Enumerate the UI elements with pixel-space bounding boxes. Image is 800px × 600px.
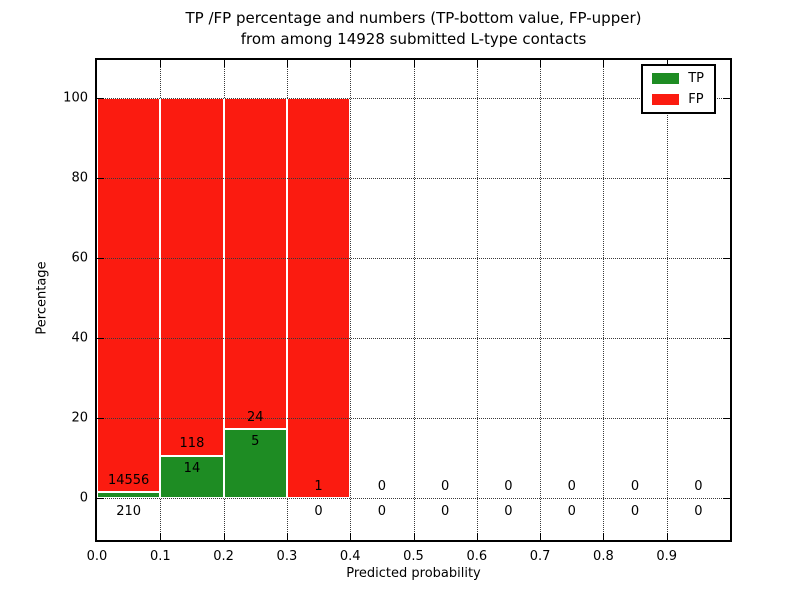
plot-area: TP FP 14556 210 118 14 24 5 1 0 0 0 0 0 0 0 0 0 0 0 0 0 0.0 0.… <box>63 58 732 564</box>
horizontal-gridline <box>97 338 730 339</box>
fp-count-label: 24 <box>246 409 264 425</box>
bar-fp-segment <box>286 98 351 498</box>
x-tick-label: 0.8 <box>593 549 614 564</box>
fp-count-label: 118 <box>179 436 205 452</box>
legend-row: TP <box>652 72 704 85</box>
vertical-gridline <box>666 60 668 540</box>
chart-title-line1: TP /FP percentage and numbers (TP-bottom… <box>185 9 642 27</box>
fp-count-label: 1 <box>314 478 323 494</box>
y-axis-label: Percentage <box>34 261 50 335</box>
x-tick-mark-top <box>413 60 415 67</box>
y-tick-mark-right <box>723 418 730 419</box>
x-tick-mark-top <box>223 60 225 67</box>
vertical-gridline <box>413 60 415 540</box>
x-tick-label: 0.4 <box>339 549 361 564</box>
tp-count-label: 0 <box>694 504 703 520</box>
vertical-gridline <box>476 60 478 540</box>
fp-count-label: 0 <box>567 478 576 494</box>
bar-tp-segment <box>223 429 287 498</box>
y-tick-mark-left <box>97 498 104 499</box>
y-tick-mark-right <box>723 338 730 339</box>
tp-count-label: 0 <box>441 504 450 520</box>
y-tick-mark-right <box>723 258 730 259</box>
y-tick-mark-left <box>97 258 104 259</box>
x-axis-label: Predicted probability <box>346 566 481 581</box>
legend-label: TP <box>688 71 704 86</box>
tp-count-label: 0 <box>630 504 640 520</box>
chart-title-line2: from among 14928 submitted L-type contac… <box>240 30 587 48</box>
legend-row: FP <box>652 93 704 106</box>
x-tick-label: 0.0 <box>86 549 108 564</box>
y-tick-mark-right <box>723 178 730 179</box>
x-tick-mark-bottom <box>223 533 225 540</box>
vertical-gridline <box>350 60 352 540</box>
x-tick-mark-top <box>160 60 162 67</box>
y-tick-label: 100 <box>63 90 88 106</box>
horizontal-gridline <box>97 498 730 499</box>
x-tick-mark-top <box>286 60 288 67</box>
y-tick-label: 80 <box>71 170 88 186</box>
fp-count-label: 0 <box>630 478 640 494</box>
x-tick-mark-top <box>350 60 352 67</box>
x-tick-label: 0.9 <box>656 549 678 564</box>
x-tick-mark-bottom <box>603 533 605 540</box>
bar-tp-segment <box>160 455 224 498</box>
horizontal-gridline <box>97 178 730 179</box>
legend-swatch-tp <box>652 73 680 84</box>
bar-tp-segment <box>97 492 161 498</box>
fp-count-label: 0 <box>441 478 450 494</box>
chart-title: TP /FP percentage and numbers (TP-bottom… <box>97 8 730 50</box>
x-tick-label: 0.1 <box>149 549 171 564</box>
legend-label: FP <box>688 92 704 107</box>
tp-count-label: 0 <box>314 504 323 520</box>
vertical-gridline <box>603 60 605 540</box>
x-tick-mark-bottom <box>666 533 668 540</box>
horizontal-gridline <box>97 258 730 259</box>
x-tick-mark-top <box>476 60 478 67</box>
legend: TP FP <box>641 64 716 114</box>
y-tick-mark-left <box>97 418 104 419</box>
horizontal-gridline <box>97 418 730 419</box>
tp-count-label: 0 <box>504 504 513 520</box>
x-tick-mark-bottom <box>540 533 542 540</box>
legend-swatch-fp <box>652 94 680 105</box>
x-tick-label: 0.5 <box>403 549 424 564</box>
bar-fp-segment <box>223 98 287 430</box>
vertical-gridline <box>540 60 542 540</box>
x-tick-label: 0.3 <box>276 549 298 564</box>
tp-count-label: 14 <box>183 460 201 476</box>
x-tick-mark-bottom <box>350 533 352 540</box>
x-tick-mark-bottom <box>413 533 415 540</box>
tp-count-label: 210 <box>116 504 142 520</box>
x-tick-mark-bottom <box>286 533 288 540</box>
y-tick-mark-left <box>97 98 104 99</box>
x-tick-label: 0.6 <box>466 549 488 564</box>
y-tick-label: 20 <box>71 410 88 426</box>
x-tick-mark-top <box>540 60 542 67</box>
x-tick-label: 0.2 <box>213 549 234 564</box>
x-tick-label: 0.7 <box>529 549 551 564</box>
bar-fp-segment <box>160 98 224 456</box>
y-tick-label: 0 <box>79 490 88 506</box>
y-tick-mark-left <box>97 178 104 179</box>
y-tick-mark-left <box>97 338 104 339</box>
x-tick-mark-top <box>603 60 605 67</box>
x-tick-mark-bottom <box>160 533 162 540</box>
x-tick-mark-bottom <box>476 533 478 540</box>
y-tick-mark-right <box>723 498 730 499</box>
y-tick-label: 60 <box>71 250 88 266</box>
y-tick-label: 40 <box>71 330 88 346</box>
fp-count-label: 0 <box>694 478 703 494</box>
y-tick-mark-right <box>723 98 730 99</box>
tp-count-label: 5 <box>251 434 260 450</box>
bar-fp-segment <box>97 98 161 493</box>
x-tick-mark-top <box>666 60 668 67</box>
tp-count-label: 0 <box>377 504 386 520</box>
fp-count-label: 0 <box>377 478 386 494</box>
fp-count-label: 14556 <box>107 472 150 488</box>
fp-count-label: 0 <box>504 478 513 494</box>
horizontal-gridline <box>97 98 730 99</box>
tp-count-label: 0 <box>567 504 576 520</box>
